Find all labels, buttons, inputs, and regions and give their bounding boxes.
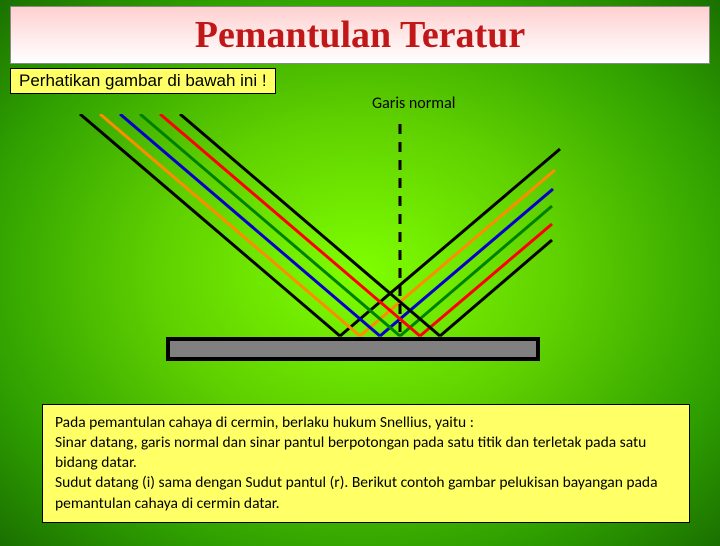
incident-ray — [160, 114, 420, 336]
page-title: Pemantulan Teratur — [195, 13, 525, 57]
normal-line-label: Garis normal — [372, 94, 455, 113]
reflected-ray — [420, 224, 552, 336]
reflection-diagram — [0, 114, 720, 404]
instruction-box: Perhatikan gambar di bawah ini ! — [10, 68, 276, 94]
incident-ray — [140, 114, 400, 336]
diagram-area: Garis normal — [0, 94, 720, 404]
mirror-surface — [168, 339, 538, 359]
incident-ray — [100, 114, 360, 336]
explanation-box: Pada pemantulan cahaya di cermin, berlak… — [42, 404, 690, 523]
explanation-line-1: Pada pemantulan cahaya di cermin, berlak… — [55, 413, 677, 433]
explanation-line-2: Sinar datang, garis normal dan sinar pan… — [55, 433, 677, 473]
incident-ray — [120, 114, 380, 336]
incident-ray — [80, 114, 340, 336]
reflected-ray — [340, 149, 560, 336]
reflected-ray — [400, 206, 552, 336]
explanation-line-3: Sudut datang (i) sama dengan Sudut pantu… — [55, 473, 677, 513]
title-bar: Pemantulan Teratur — [10, 6, 710, 64]
